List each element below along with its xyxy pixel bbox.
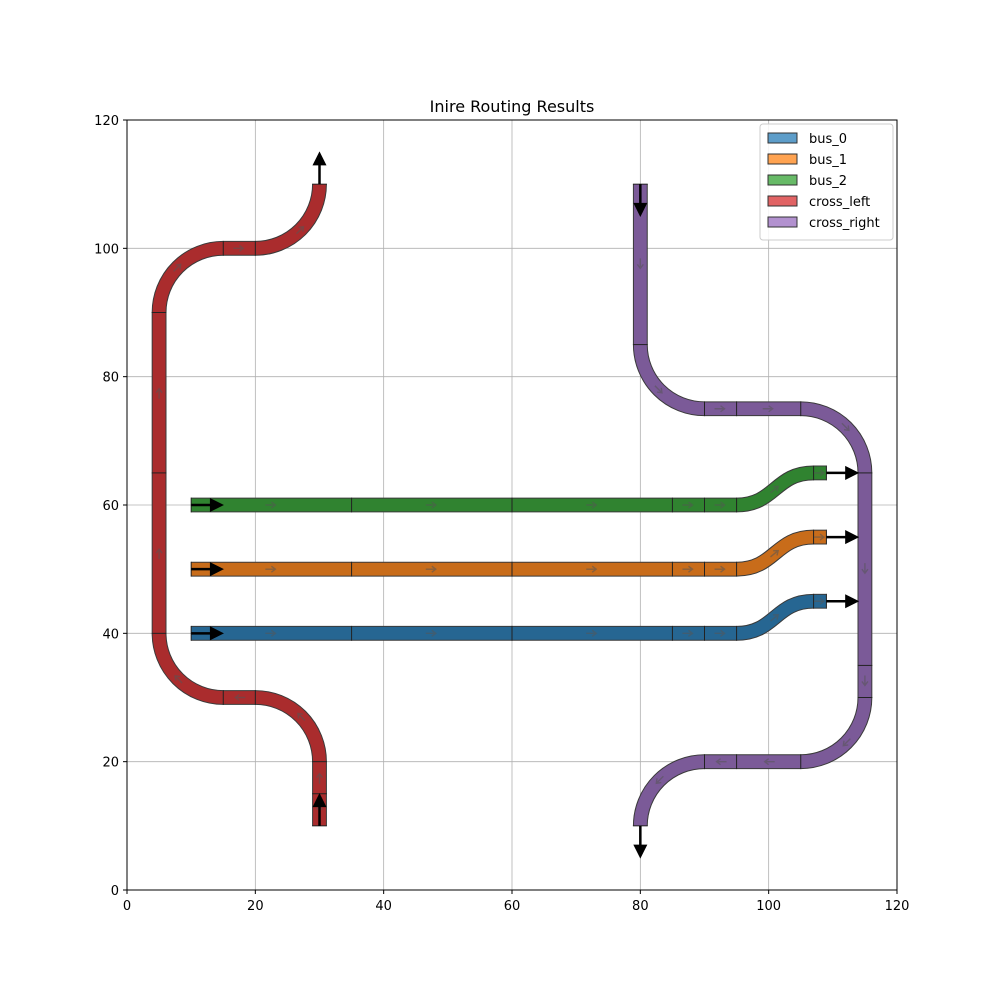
port-arrow [826, 530, 860, 545]
direction-marker [714, 405, 726, 413]
legend-swatch [767, 153, 798, 165]
y-tick-label: 0 [111, 884, 119, 899]
x-tick-label: 60 [504, 899, 521, 914]
direction-marker [861, 675, 869, 687]
direction-marker [265, 629, 277, 637]
direction-marker [814, 533, 826, 541]
x-tick-label: 20 [247, 899, 264, 914]
route-bus_2 [190, 465, 827, 513]
route-cross_left [151, 183, 327, 827]
port-arrow [191, 626, 224, 641]
legend-swatch [767, 174, 798, 186]
legend-swatch [767, 132, 798, 144]
port-arrow [633, 825, 648, 859]
direction-marker [770, 549, 780, 558]
x-tick-label: 120 [885, 899, 910, 914]
direction-marker [297, 712, 306, 722]
axis-ticks: 0 20 40 60 80 100 120 0 20 40 60 80 100 120 [94, 114, 909, 914]
direction-marker [155, 547, 163, 560]
legend-label: bus_1 [809, 153, 847, 168]
direction-marker [586, 565, 598, 573]
x-tick-label: 0 [123, 899, 131, 914]
direction-marker [814, 469, 826, 477]
direction-marker [234, 693, 246, 702]
direction-marker [762, 405, 774, 413]
direction-marker [770, 613, 780, 622]
y-tick-label: 100 [94, 242, 119, 257]
legend: bus_0 bus_1 bus_2 cross_left cross_right [759, 123, 894, 241]
direction-marker [714, 565, 726, 573]
direction-marker [715, 758, 727, 766]
port-arrows [191, 151, 860, 859]
direction-marker [636, 258, 644, 270]
direction-marker [233, 244, 245, 252]
direction-marker [714, 629, 726, 637]
x-tick-label: 40 [375, 899, 392, 914]
y-tick-label: 20 [102, 756, 119, 771]
direction-marker [425, 565, 437, 573]
direction-marker [315, 772, 324, 784]
legend-label: cross_right [809, 216, 880, 231]
legend-swatch [767, 216, 798, 228]
direction-marker [654, 385, 663, 394]
y-tick-label: 80 [102, 371, 119, 386]
direction-marker [586, 629, 598, 637]
y-tick-label: 60 [102, 499, 119, 514]
port-arrow [826, 465, 860, 480]
chart-title: Inire Routing Results [430, 97, 595, 116]
direction-marker [655, 775, 664, 785]
direction-marker [265, 565, 277, 573]
direction-marker [586, 501, 598, 509]
legend-label: bus_0 [809, 132, 847, 147]
direction-marker [425, 501, 437, 509]
x-tick-label: 100 [756, 899, 781, 914]
direction-marker [714, 501, 726, 509]
routes [151, 183, 873, 827]
direction-marker [841, 422, 850, 432]
direction-marker [174, 675, 183, 684]
direction-marker [682, 629, 694, 637]
route-bus_1 [190, 529, 827, 577]
legend-label: bus_2 [809, 174, 847, 189]
direction-marker [425, 629, 437, 637]
port-arrow [312, 793, 327, 826]
x-tick-label: 80 [632, 899, 649, 914]
y-tick-label: 120 [94, 114, 119, 129]
direction-marker [295, 225, 305, 235]
port-arrow [312, 151, 327, 185]
legend-swatch [767, 195, 798, 207]
direction-marker [155, 387, 163, 399]
legend-label: cross_left [809, 195, 870, 210]
direction-marker [763, 758, 775, 766]
direction-marker [682, 501, 694, 509]
port-arrow [191, 562, 224, 577]
direction-marker [814, 597, 826, 605]
direction-marker [842, 738, 851, 747]
direction-marker [173, 263, 182, 272]
direction-marker [861, 563, 869, 575]
route-cross_right [632, 183, 873, 827]
legend-box [759, 123, 894, 241]
port-arrow [191, 497, 224, 513]
port-arrow [826, 594, 860, 609]
y-tick-label: 40 [102, 627, 119, 642]
port-arrow [633, 184, 648, 217]
direction-marker [265, 501, 277, 509]
direction-marker [770, 485, 780, 494]
direction-marker [682, 565, 694, 573]
